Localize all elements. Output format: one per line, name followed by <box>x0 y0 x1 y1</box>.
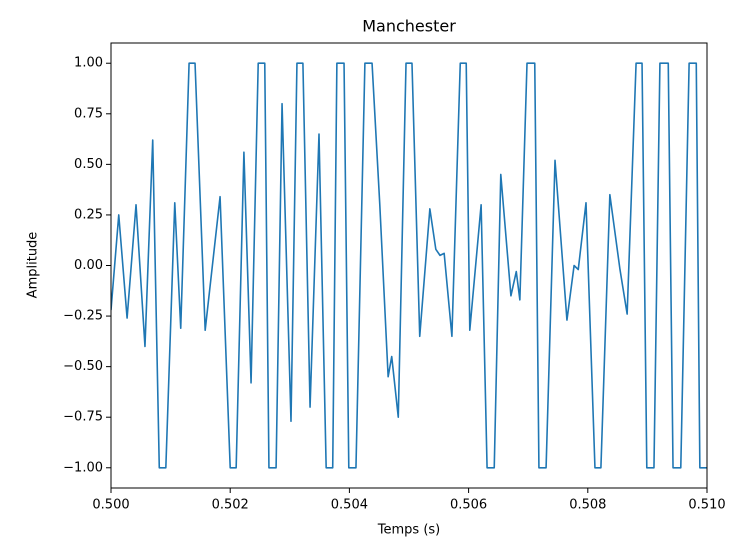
x-tick-label: 0.508 <box>569 498 606 513</box>
y-tick-label: −0.75 <box>63 410 103 425</box>
x-tick-label: 0.500 <box>92 498 129 513</box>
y-tick-label: 0.75 <box>74 106 103 121</box>
chart-title: Manchester <box>362 17 456 36</box>
y-tick-label: 1.00 <box>74 56 103 71</box>
y-tick-label: −1.00 <box>63 460 103 475</box>
x-tick-label: 0.506 <box>450 498 487 513</box>
y-tick-label: 0.25 <box>74 207 103 222</box>
x-tick-label: 0.504 <box>331 498 368 513</box>
y-axis-label: Amplitude <box>26 232 41 299</box>
y-tick-label: −0.25 <box>63 309 103 324</box>
y-tick-label: −0.50 <box>63 359 103 374</box>
plot-frame <box>110 42 708 489</box>
x-axis-label: Temps (s) <box>377 523 440 538</box>
x-tick-label: 0.510 <box>688 498 725 513</box>
x-tick-label: 0.502 <box>212 498 249 513</box>
data-line <box>111 62 707 469</box>
y-tick-label: 0.00 <box>74 258 103 273</box>
y-tick-label: 0.50 <box>74 157 103 172</box>
